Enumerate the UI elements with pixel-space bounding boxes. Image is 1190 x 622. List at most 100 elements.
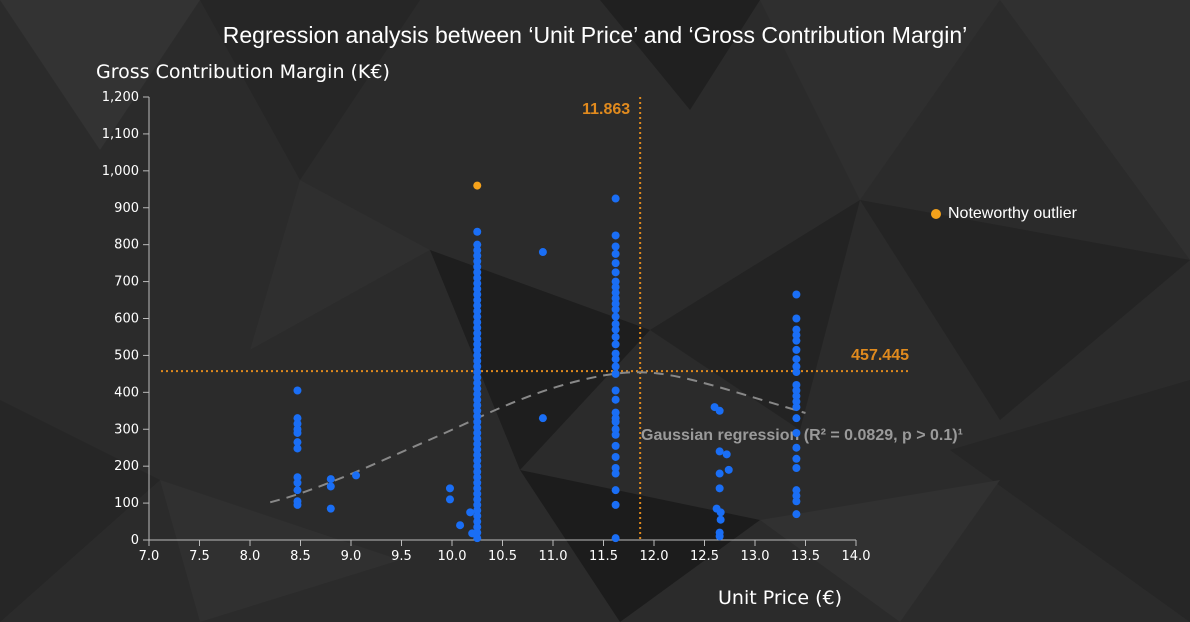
data-point <box>473 528 482 537</box>
y-tick-label: 900 <box>114 201 139 216</box>
data-point <box>611 408 620 417</box>
data-point <box>715 469 724 478</box>
data-point <box>792 497 801 506</box>
data-point <box>326 482 335 491</box>
data-point <box>473 334 482 343</box>
y-tick-label: 0 <box>131 533 139 548</box>
data-point <box>473 351 482 360</box>
data-point <box>611 194 620 203</box>
y-tick-label: 400 <box>114 385 139 400</box>
data-point <box>473 462 482 471</box>
y-tick-label: 1,000 <box>102 164 139 179</box>
data-point <box>293 428 302 437</box>
x-tick-label: 7.0 <box>139 549 160 564</box>
data-point <box>611 441 620 450</box>
data-point <box>792 397 801 406</box>
x-tick-label: 9.5 <box>391 549 412 564</box>
data-point <box>473 227 482 236</box>
data-point <box>715 532 724 541</box>
data-point <box>473 451 482 460</box>
data-points <box>293 181 801 543</box>
data-point <box>611 259 620 268</box>
data-point <box>293 419 302 428</box>
data-point <box>611 312 620 321</box>
data-point <box>611 283 620 292</box>
data-point <box>473 489 482 498</box>
x-tick-label: 11.5 <box>589 549 618 564</box>
x-tick-label: 10.0 <box>438 549 467 564</box>
data-point <box>792 414 801 423</box>
data-point <box>293 414 302 423</box>
data-point <box>792 336 801 345</box>
data-point <box>792 403 801 412</box>
data-point <box>473 273 482 282</box>
data-point <box>473 473 482 482</box>
y-tick-label: 1,100 <box>102 127 139 142</box>
data-point <box>473 517 482 526</box>
legend: Noteworthy outlier <box>931 205 1077 223</box>
data-point <box>456 521 465 530</box>
data-point <box>473 456 482 465</box>
x-tick-label: 8.5 <box>290 549 311 564</box>
data-point <box>473 251 482 260</box>
data-point <box>792 355 801 364</box>
data-point <box>611 362 620 371</box>
data-point <box>724 465 733 474</box>
data-point <box>538 414 547 423</box>
x-tick-label: 14.0 <box>842 549 871 564</box>
data-point <box>293 500 302 509</box>
data-point <box>293 478 302 487</box>
data-point <box>445 495 454 504</box>
data-point <box>611 305 620 314</box>
data-point <box>611 534 620 543</box>
data-point <box>473 257 482 266</box>
data-point <box>473 506 482 515</box>
x-tick-label: 12.0 <box>640 549 669 564</box>
data-point <box>473 362 482 371</box>
data-point <box>611 231 620 240</box>
x-tick-label: 11.0 <box>539 549 568 564</box>
data-point <box>538 248 547 257</box>
x-axis-label: Unit Price (€) <box>718 587 843 609</box>
data-point <box>473 268 482 277</box>
data-point <box>611 249 620 258</box>
data-point <box>473 368 482 377</box>
data-point <box>611 469 620 478</box>
y-tick-label: 200 <box>114 459 139 474</box>
data-point <box>473 262 482 271</box>
data-point <box>473 423 482 432</box>
data-point <box>473 523 482 532</box>
data-point <box>611 349 620 358</box>
data-point <box>445 484 454 493</box>
reference-lines: 11.863 457.445 <box>161 97 909 540</box>
data-point <box>473 373 482 382</box>
data-point <box>792 362 801 371</box>
data-point <box>473 323 482 332</box>
data-point <box>611 320 620 329</box>
data-point <box>293 386 302 395</box>
x-tick-label: 8.0 <box>240 549 261 564</box>
data-point <box>611 355 620 364</box>
y-tick-label: 600 <box>114 312 139 327</box>
data-point <box>611 464 620 473</box>
data-point <box>792 491 801 500</box>
data-point <box>326 504 335 513</box>
data-point <box>473 307 482 316</box>
data-point <box>611 242 620 251</box>
data-point <box>611 452 620 461</box>
data-point <box>722 450 731 459</box>
data-point <box>293 486 302 495</box>
data-point <box>611 386 620 395</box>
data-point <box>473 279 482 288</box>
data-point <box>473 296 482 305</box>
regression-curve <box>269 371 806 504</box>
data-point <box>792 510 801 519</box>
data-point <box>611 299 620 308</box>
y-tick-label: 500 <box>114 348 139 363</box>
data-point <box>792 454 801 463</box>
data-point <box>792 368 801 377</box>
data-point <box>473 284 482 293</box>
y-tick-label: 100 <box>114 496 139 511</box>
data-point <box>293 438 302 447</box>
